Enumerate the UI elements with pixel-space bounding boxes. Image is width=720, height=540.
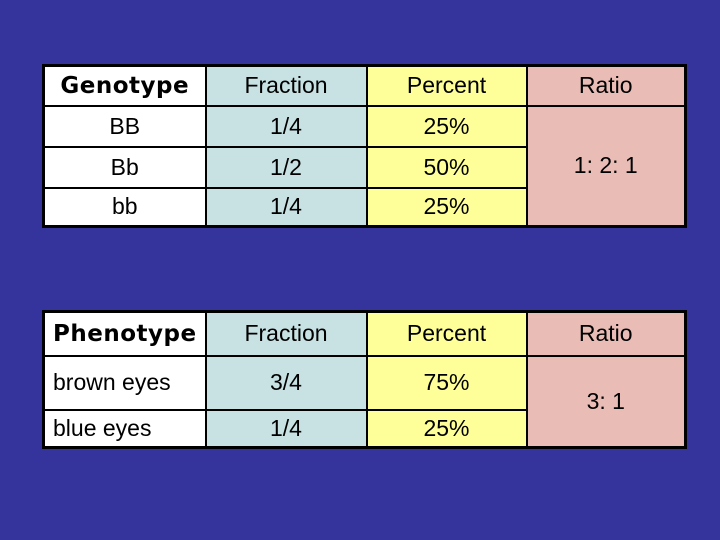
ratio-merged-cell: 1: 2: 1 [525,104,687,228]
percent-cell: 75% [365,354,528,411]
ratio-value: 3: 1 [586,387,625,414]
genotype-cell: bb [42,186,207,228]
percent-cell: 25% [365,104,528,148]
phenotype-table: Phenotype Fraction Percent Ratio brown e… [42,310,687,449]
ratio-header-cell: Ratio [525,64,687,107]
genotype-cell: BB [42,104,207,148]
genotype-cell: Bb [42,145,207,189]
phenotype-cell: brown eyes [42,354,207,411]
ratio-header-cell: Ratio [525,310,687,357]
fraction-header-cell: Fraction [204,310,368,357]
fraction-cell: 1/4 [204,408,368,449]
table-row: BB 1/4 25% 1: 2: 1 [42,104,687,228]
percent-cell: 50% [365,145,528,189]
table-row: Bb 1/2 50% [42,145,686,189]
ratio-merged-cell: 3: 1 [525,354,687,449]
percent-header-cell: Percent [365,310,528,357]
percent-cell: 25% [365,408,528,449]
phenotype-header-row: Phenotype Fraction Percent Ratio [42,310,687,357]
percent-cell: 25% [365,186,528,228]
percent-header-cell: Percent [365,64,528,107]
phenotype-cell: blue eyes [42,408,207,449]
fraction-cell: 1/4 [204,186,368,228]
fraction-cell: 1/4 [204,104,368,148]
table-row: blue eyes 1/4 25% [42,408,686,449]
genotype-header-row: Genotype Fraction Percent Ratio [42,64,687,107]
table-row: brown eyes 3/4 75% 3: 1 [42,354,687,449]
phenotype-header-cell: Phenotype [42,310,207,357]
fraction-cell: 1/2 [204,145,368,189]
fraction-header-cell: Fraction [204,64,368,107]
table-row: bb 1/4 25% [42,186,686,228]
genotype-header-cell: Genotype [42,64,207,107]
fraction-cell: 3/4 [204,354,368,411]
genotype-table: Genotype Fraction Percent Ratio BB 1/4 2… [42,64,687,228]
